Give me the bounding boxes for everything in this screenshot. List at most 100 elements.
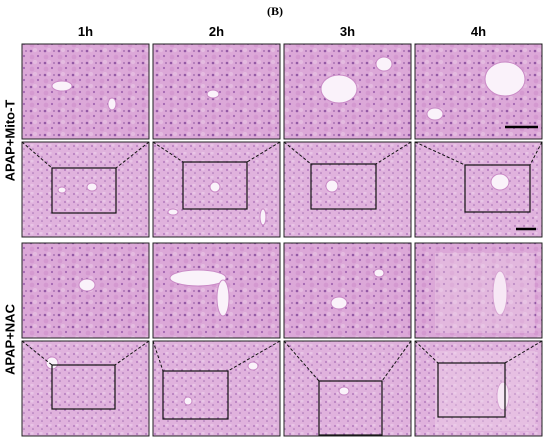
frame [283,43,412,140]
tissue [284,243,411,338]
vessel [57,186,67,194]
vessel [373,268,385,278]
vessel [216,279,230,317]
micrograph [21,242,150,339]
tissue [22,341,149,436]
frame [152,340,281,437]
vessel [51,80,73,92]
frame [152,242,281,339]
micrograph [21,43,150,140]
zoom-line [246,141,281,163]
tissue [284,142,411,237]
micrograph [414,43,543,140]
row-label: APAP+NAC [2,303,17,375]
frame [21,340,150,437]
frame [414,340,543,437]
inset-box [318,380,383,436]
zoom-line [414,141,466,166]
zoom-line [152,141,184,163]
vessel [484,61,526,97]
frame [21,141,150,238]
frame [152,141,281,238]
frame [283,340,412,437]
frame [21,43,150,140]
column-header: 3h [340,24,355,39]
vessel [320,74,358,104]
vessel [375,56,393,72]
tissue [415,44,542,139]
micrograph [21,340,150,437]
vessel [209,181,221,193]
inset-box [51,364,116,410]
vessel [338,386,350,396]
zoom-line [529,141,543,166]
inset-box [310,163,377,210]
tissue [153,243,280,338]
vessel [169,269,227,287]
vessel [206,89,220,99]
vessel [86,182,98,192]
micrograph [283,43,412,140]
vessel [330,296,348,310]
micrograph [152,340,281,437]
micrograph [414,141,543,238]
vessel [325,179,339,193]
vessel [167,208,179,216]
zoom-line [381,340,412,382]
inset-box [51,167,117,214]
vessel [426,107,444,121]
frame [414,43,543,140]
frame [283,242,412,339]
tissue [415,142,542,237]
vessel [247,361,259,371]
micrograph [414,242,543,339]
vessel [78,278,96,292]
zoom-line [115,141,150,169]
micrograph [283,242,412,339]
vessel [492,270,508,316]
tissue [415,243,542,338]
frame [283,141,412,238]
frame [414,141,543,238]
zoom-line [283,340,320,382]
zoom-line [227,340,281,372]
vessel [496,381,510,411]
zoom-line [114,340,150,366]
inset-box [182,161,248,210]
pale-zone [435,351,535,431]
inset-box [437,362,506,418]
column-header: 2h [209,24,224,39]
zoom-line [283,141,312,165]
frame [152,43,281,140]
micrograph [283,340,412,437]
zoom-line [414,340,439,364]
zoom-line [21,340,53,366]
tissue [22,44,149,139]
vessel [490,173,510,191]
micrograph [283,141,412,238]
frame [414,242,543,339]
zoom-line [21,141,53,169]
column-header: 1h [78,24,93,39]
micrograph [21,141,150,238]
micrograph [414,340,543,437]
zoom-line [152,340,164,372]
tissue [22,142,149,237]
micrograph [152,242,281,339]
zoom-line [504,340,543,364]
row-label: APAP+Mito-T [2,100,17,182]
inset-box [464,164,531,213]
frame [21,242,150,339]
pale-zone [435,253,535,333]
tissue [415,341,542,436]
vessel [107,97,117,111]
micrograph [152,141,281,238]
vessel [183,396,193,406]
column-header: 4h [471,24,486,39]
inset-box [162,370,229,420]
vessel [259,208,267,226]
tissue [153,341,280,436]
micrograph [152,43,281,140]
panel-label: (B) [267,4,283,18]
